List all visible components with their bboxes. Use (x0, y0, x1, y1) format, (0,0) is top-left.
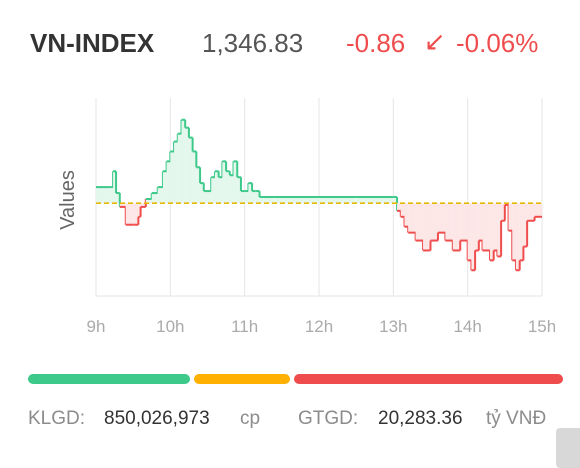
gtgd-label: GTGD: (298, 408, 359, 429)
breadth-declining-segment (294, 374, 563, 384)
series-area-segment (471, 203, 476, 271)
intraday-chart: 9h 10h 11h 12h 13h 14h 15h Values (50, 88, 555, 338)
market-breadth-bar (28, 374, 563, 384)
breadth-advancing-segment (28, 374, 190, 384)
series-area-segment (170, 151, 175, 204)
arrow-down-left-icon: ↙ (424, 26, 446, 56)
series-area-segment (430, 203, 438, 241)
series-area-segment (226, 171, 230, 204)
klgd-value: 850,026,973 (104, 408, 210, 429)
series-area-segment (237, 177, 241, 204)
series-area-segment (192, 151, 197, 204)
scroll-corner-button[interactable] (556, 428, 580, 468)
series-area-segment (512, 203, 516, 261)
series-area-segment (508, 203, 513, 231)
series-area-segment (211, 177, 215, 204)
series-area-segment (493, 203, 498, 251)
x-tick-label: 13h (379, 317, 407, 336)
series-area-segment (460, 203, 468, 241)
series-area-segment (116, 193, 120, 204)
series-area-segment (145, 198, 152, 204)
series-area-segment (140, 203, 146, 207)
series-area-segment (119, 203, 126, 207)
series-area-segment (188, 137, 193, 204)
series-area-segment (404, 203, 409, 227)
series-area-segment (445, 203, 453, 241)
x-tick-label: 9h (87, 317, 106, 336)
x-tick-label: 12h (305, 317, 333, 336)
x-tick-label: 10h (156, 317, 184, 336)
series-area-segment (400, 203, 405, 217)
series-area-segment (534, 203, 542, 217)
series-area-segment (214, 171, 219, 204)
gtgd-unit: tỷ VNĐ (486, 408, 547, 429)
series-area-segment (125, 203, 134, 225)
breadth-unchanged-segment (194, 374, 290, 384)
series-area-segment (203, 191, 208, 204)
series-area-segment (452, 203, 461, 251)
series-area-segment (415, 203, 424, 241)
series-area-segment (248, 183, 253, 204)
series-area-segment (319, 197, 357, 204)
series-area-segment (255, 191, 260, 204)
series-area-segment (482, 203, 490, 251)
series-area-segment (185, 127, 189, 204)
series-area-segment (523, 203, 528, 247)
series-area-segment (196, 167, 201, 204)
series-area-segment (408, 203, 416, 233)
series-area-segment (244, 191, 249, 204)
series-area-segment (166, 161, 171, 204)
series-area-segment (478, 203, 483, 241)
series-area-segment (177, 133, 182, 204)
series-area-segment (515, 203, 520, 271)
series-area-segment (138, 203, 141, 217)
series-area-segment (240, 191, 245, 204)
y-axis-label: Values (57, 170, 79, 230)
series-area-segment (222, 161, 227, 204)
series-area-segment (162, 171, 167, 204)
series-area-segment (356, 197, 394, 204)
series-area-segment (252, 191, 256, 204)
index-change-percent: -0.06% (456, 28, 539, 58)
series-area-segment (475, 203, 479, 251)
x-tick-label: 15h (528, 317, 555, 336)
series-area-segment (467, 203, 472, 261)
series-area-segment (200, 183, 204, 204)
intraday-chart-svg: 9h 10h 11h 12h 13h 14h 15h Values (57, 98, 555, 336)
series-area-segment (151, 193, 158, 204)
series-area-segment (174, 141, 178, 204)
series-area-segment (229, 175, 234, 204)
series-area-segment (218, 177, 223, 204)
series-area-segment (489, 203, 494, 261)
index-value: 1,346.83 (202, 28, 304, 58)
series-area-segment (110, 187, 114, 204)
series-area-segment (527, 203, 535, 221)
index-name: VN-INDEX (30, 28, 155, 58)
klgd-label: KLGD: (28, 408, 86, 429)
series-area-segment (519, 203, 524, 261)
series-area-segment (393, 197, 398, 204)
series-area-segment (274, 197, 319, 204)
index-change: -0.86 (346, 28, 406, 58)
series-area-segment (133, 203, 139, 225)
series-area-segment (497, 203, 502, 257)
series-area-segment (423, 203, 431, 251)
series-area-segment (233, 161, 238, 204)
series-area-segment (96, 187, 111, 204)
series-area-segment (207, 191, 212, 204)
series-area-segment (157, 187, 163, 204)
series-area-segment (259, 197, 275, 204)
volume-footer: KLGD: 850,026,973 cp GTGD: 20,283.36 tỷ … (28, 408, 568, 432)
x-tick-label: 14h (453, 317, 481, 336)
index-header: VN-INDEX 1,346.83 -0.86 ↙ -0.06% (30, 24, 560, 64)
series-area-segment (501, 203, 505, 221)
klgd-unit: cp (240, 408, 261, 429)
x-tick-label: 11h (231, 317, 258, 336)
gtgd-value: 20,283.36 (378, 408, 463, 429)
series-area-segment (437, 203, 446, 233)
series-area-segment (181, 119, 186, 204)
series-area-segment (113, 171, 117, 204)
series-area-segment (397, 203, 401, 211)
